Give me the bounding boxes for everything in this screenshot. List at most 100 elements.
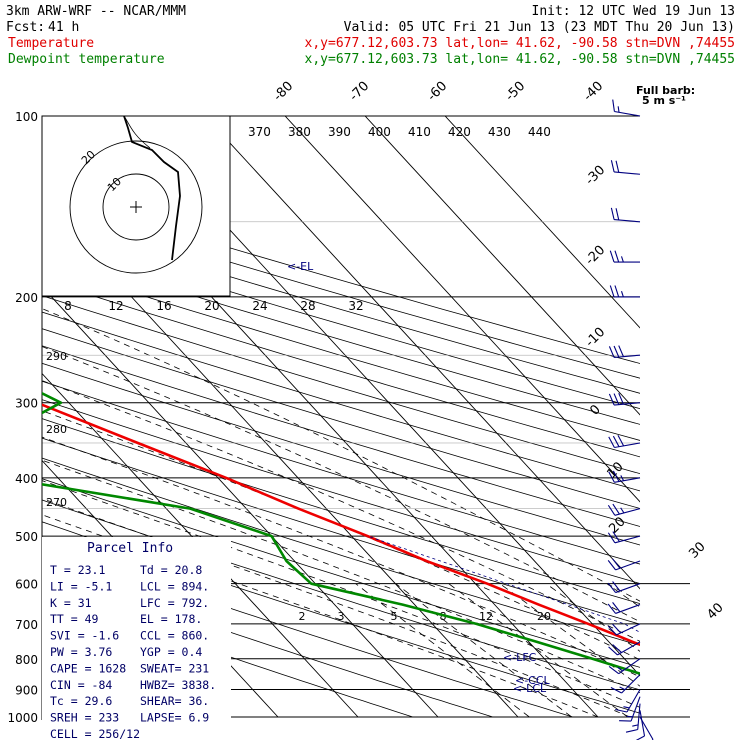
parcel-info-right: EL = 178. [140, 612, 202, 626]
wind-barb-feather [613, 345, 620, 358]
wind-barb-feather [610, 160, 615, 173]
parcel-info-left: CAPE = 1628 [50, 661, 126, 675]
wind-barb-feather [608, 646, 618, 656]
kts-tick-label: 28 [300, 299, 315, 313]
wind-barb-feather [620, 291, 624, 298]
wind-barb-feather [607, 603, 617, 614]
wind-barb-staff [615, 560, 641, 571]
wind-barb-feather [608, 471, 615, 483]
wind-barb-staff [617, 641, 641, 656]
parcel-info-left: SREH = 233 [50, 711, 119, 725]
wind-barb [615, 689, 641, 713]
wind-barb-feather [610, 207, 615, 220]
isotherm-line [284, 116, 640, 503]
wind-barb [607, 531, 641, 544]
wind-barb-feather [607, 532, 616, 544]
wind-barb-feather [612, 99, 615, 112]
pressure-tick-label: 1000 [7, 711, 38, 725]
wind-barb [612, 99, 641, 117]
pressure-tick-label: 600 [15, 578, 38, 592]
isotherm-label: -40 [581, 79, 607, 105]
wind-barb-feather [615, 208, 620, 221]
wind-barb-feather [610, 687, 622, 694]
wind-barb [610, 207, 641, 223]
dry-adiabat [42, 567, 493, 718]
isotherm-line [204, 116, 640, 590]
pressure-tick-label: 300 [15, 397, 38, 411]
parcel-info-left: SVI = -1.6 [50, 629, 119, 643]
dry-adiabat [42, 380, 640, 565]
wind-barb-staff [615, 604, 641, 614]
wind-barb-staff [615, 583, 641, 594]
wind-barb [608, 435, 641, 449]
wind-barb-feather [609, 285, 615, 298]
wind-barb-feather [614, 250, 620, 263]
parcel-info-title: Parcel Info [87, 541, 173, 556]
dry-adiabat [42, 457, 640, 646]
wind-barb-feather [617, 435, 625, 447]
isotherm-label: -70 [347, 79, 373, 105]
wind-barb-feather [614, 285, 620, 298]
wind-barb-feather [615, 160, 620, 173]
moist-adiabat [42, 498, 631, 718]
wind-barb-feather [612, 581, 621, 592]
wind-barb [608, 658, 641, 675]
wind-barb-staff [639, 710, 646, 737]
wind-barb-feather [612, 602, 621, 613]
dry-adiabat [42, 418, 640, 605]
pressure-tick-label: 700 [15, 618, 38, 632]
wind-barb [607, 623, 641, 636]
theta-label: 370 [248, 125, 271, 139]
fcst-label: Fcst: [6, 20, 45, 35]
parcel-info-right: LAPSE= 6.9 [140, 711, 209, 725]
dewpoint-legend: Dewpoint temperature [8, 52, 165, 67]
wind-barb-feather [612, 623, 622, 634]
wind-barb [625, 703, 641, 733]
parcel-level-label: <-EL [287, 260, 314, 273]
temperature-location: x,y=677.12,603.73 lat,lon= 41.62, -90.58… [305, 36, 735, 51]
parcel-info-left: CELL = 256/12 [50, 727, 140, 740]
parcel-info-left: LI = -5.1 [50, 579, 112, 593]
isotherm-label: 0 [587, 402, 603, 418]
parcel-level-label: <-CCL [515, 674, 551, 687]
mixing-ratio-label: 12 [479, 610, 493, 623]
temperature-legend: Temperature [8, 36, 94, 51]
isotherm-label: 30 [686, 539, 708, 561]
isotherm-line [42, 285, 439, 718]
temperature-profile [42, 403, 640, 647]
theta-label: 430 [488, 125, 511, 139]
wind-barb-feather [607, 582, 617, 593]
wind-barb-feather [620, 507, 625, 514]
wind-barb-feather [617, 106, 620, 113]
wind-barb-feather [612, 470, 620, 482]
init-time: Init: 12 UTC Wed 19 Jun 13 [532, 4, 736, 19]
parcel-info-right: Td = 20.8 [140, 563, 202, 577]
barb-legend-line1: Full barb: [636, 84, 695, 97]
hodograph-trace [123, 115, 181, 261]
isotherm-label: -80 [271, 79, 297, 105]
wind-barb-feather [612, 435, 620, 447]
parcel-info-right: SHEAR= 36. [140, 694, 209, 708]
moist-adiabat [42, 514, 599, 718]
wind-barb-feather [608, 666, 620, 675]
parcel-info-left: T = 23.1 [50, 563, 105, 577]
pressure-tick-label: 400 [15, 472, 38, 486]
parcel-info-right: YGP = 0.4 [140, 645, 202, 659]
dewpoint-profile [42, 391, 640, 676]
wind-barb [607, 581, 641, 594]
theta-label: 420 [448, 125, 471, 139]
parcel-info-right: HWBZ= 3838. [140, 678, 216, 692]
wind-barb [607, 602, 641, 614]
wind-barb-feather [623, 706, 630, 709]
dry-adiabat-label: 280 [46, 423, 67, 436]
theta-label: 440 [528, 125, 551, 139]
isotherm-label: -50 [503, 79, 529, 105]
isotherm-label: -60 [425, 79, 451, 105]
parcel-info-left: CIN = -84 [50, 678, 112, 692]
wind-barb-staff [614, 171, 641, 175]
isotherm-label: -30 [583, 163, 609, 189]
hodograph-trace-upper [123, 115, 151, 149]
pressure-tick-label: 200 [15, 291, 38, 305]
